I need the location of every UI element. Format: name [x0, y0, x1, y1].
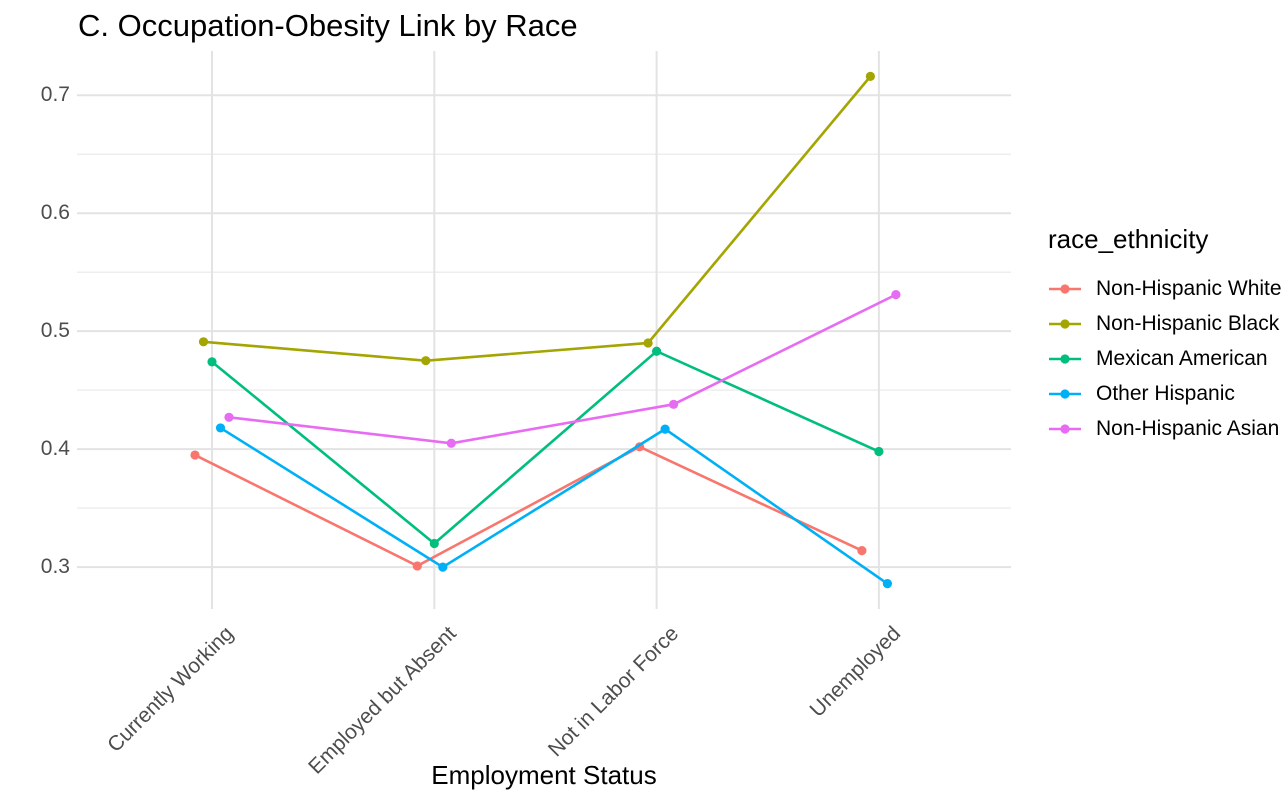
data-point-non-hispanic-black: [421, 356, 431, 366]
data-point-non-hispanic-asian: [446, 438, 456, 448]
y-tick-label: 0.6: [40, 201, 70, 225]
data-point-non-hispanic-white: [190, 450, 200, 460]
legend-item-mexican-american: Mexican American: [1048, 341, 1282, 376]
legend: race_ethnicity Non-Hispanic White Non-His…: [1048, 224, 1282, 446]
legend-key-point: [1060, 318, 1070, 329]
data-point-non-hispanic-white: [857, 546, 867, 556]
data-point-non-hispanic-black: [865, 71, 876, 81]
legend-key-icon: [1049, 388, 1081, 399]
legend-item-non-hispanic-asian: Non-Hispanic Asian: [1048, 411, 1282, 446]
data-point-mexican-american: [652, 346, 662, 356]
data-point-non-hispanic-black: [198, 337, 209, 347]
y-tick-label: 0.3: [40, 555, 70, 579]
legend-label: Other Hispanic: [1096, 381, 1235, 405]
legend-item-other-hispanic: Other Hispanic: [1048, 376, 1282, 411]
series-line-non-hispanic-asian: [228, 293, 897, 445]
y-tick-label: 0.4: [40, 437, 70, 461]
data-point-mexican-american: [207, 357, 217, 367]
legend-label: Mexican American: [1096, 346, 1268, 370]
series-line-non-hispanic-black: [203, 75, 872, 362]
x-axis-title: Employment Status: [431, 760, 657, 790]
data-point-other-hispanic: [215, 423, 226, 433]
legend-items: Non-Hispanic White Non-Hispanic Black Mexi…: [1048, 271, 1282, 446]
data-point-non-hispanic-asian: [669, 399, 679, 409]
legend-key-point: [1060, 353, 1070, 364]
legend-label: Non-Hispanic Black: [1096, 311, 1280, 335]
legend-title: race_ethnicity: [1048, 224, 1209, 254]
series-line-non-hispanic-white: [194, 445, 863, 568]
data-point-other-hispanic: [660, 424, 670, 434]
y-tick-label: 0.7: [40, 83, 70, 107]
chart-title: C. Occupation-Obesity Link by Race: [78, 8, 578, 43]
legend-key-icon: [1049, 283, 1081, 294]
legend-item-non-hispanic-white: Non-Hispanic White: [1048, 271, 1282, 306]
data-point-mexican-american: [429, 538, 439, 549]
y-tick-label: 0.5: [40, 319, 70, 343]
data-point-other-hispanic: [438, 562, 448, 572]
legend-key-icon: [1049, 353, 1081, 364]
data-point-other-hispanic: [882, 579, 893, 589]
legend-key-point: [1060, 283, 1070, 294]
legend-key-icon: [1049, 423, 1081, 434]
data-point-non-hispanic-asian: [224, 412, 234, 422]
legend-label: Non-Hispanic Asian: [1096, 416, 1280, 440]
legend-key-point: [1060, 423, 1070, 434]
series-line-other-hispanic: [219, 426, 889, 585]
data-point-non-hispanic-asian: [891, 290, 901, 300]
legend-label: Non-Hispanic White: [1096, 276, 1282, 300]
data-point-non-hispanic-white: [412, 561, 422, 571]
legend-key-icon: [1049, 318, 1081, 329]
data-point-non-hispanic-black: [643, 338, 653, 348]
data-point-mexican-american: [874, 446, 884, 457]
legend-key-point: [1060, 388, 1070, 399]
series-line-mexican-american: [211, 349, 880, 546]
legend-item-non-hispanic-black: Non-Hispanic Black: [1048, 306, 1282, 341]
